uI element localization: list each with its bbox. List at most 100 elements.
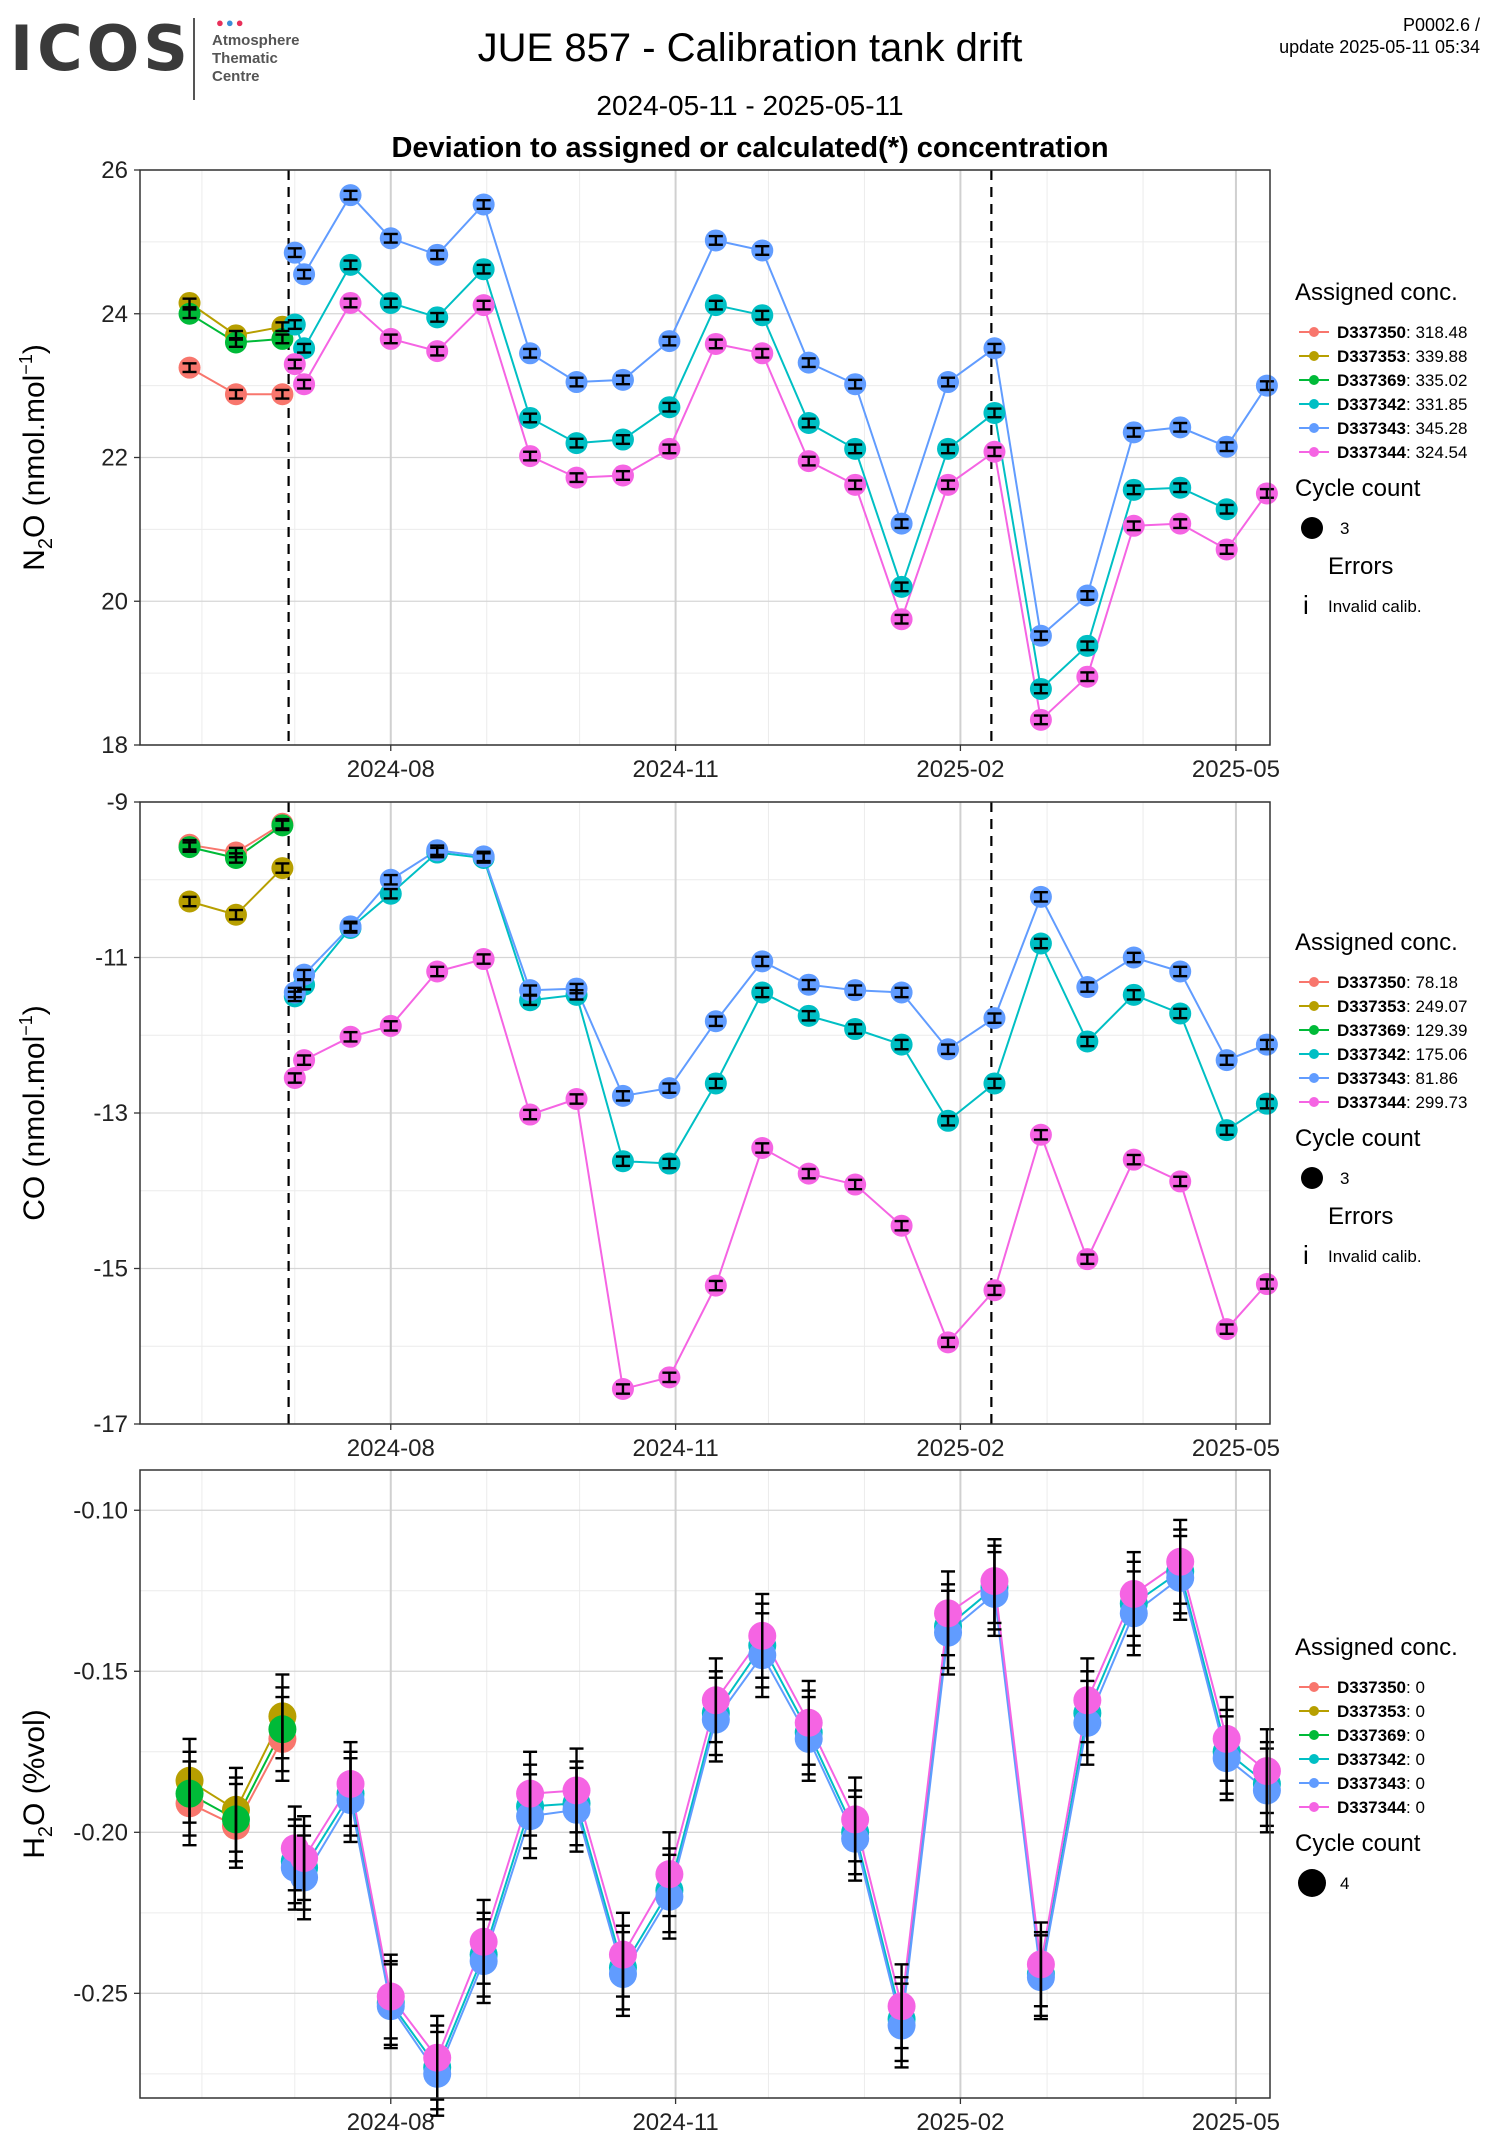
error-bar-D337343 (1219, 441, 1234, 453)
error-bar-D337353 (275, 321, 290, 333)
error-bar-D337344 (523, 450, 538, 462)
error-bar-D337342 (383, 887, 398, 900)
error-bar-D337343 (1033, 630, 1048, 642)
legend-item-D337344: D337344: 299.73 (1337, 1093, 1467, 1112)
legend-item-D337342: D337342: 0 (1337, 1750, 1425, 1769)
x-tick-label: 2025-02 (916, 756, 1004, 783)
error-bar-D337342 (662, 401, 677, 413)
error-bar-D337369 (228, 852, 243, 864)
error-bar-D337350 (228, 388, 243, 400)
co-panel: -17 -15 -13 -11 -9 2024-08 2024-11 2025-02 2025-… (16, 789, 1280, 1462)
legend-item-D337343: D337343: 0 (1337, 1774, 1425, 1793)
logo-line-2: Thematic (212, 50, 278, 67)
logo-dots-icon: ●●● (216, 15, 246, 30)
error-bar-D337353 (228, 908, 243, 921)
error-bar-D337343 (848, 378, 863, 390)
error-bar-D337343 (569, 376, 584, 388)
error-bar-D337344 (297, 378, 312, 390)
error-bar-D337344 (569, 1747, 584, 1834)
legend-title: Assigned conc. (1295, 1634, 1458, 1661)
x-tick-label: 2025-05 (1192, 756, 1280, 783)
y-tick-label: 18 (101, 732, 128, 759)
series-line-D337342 (294, 851, 1268, 1165)
error-bar-D337344 (430, 345, 445, 357)
n2o-panel: 18 20 22 24 26 2024-08 2024-11 2025-02 2025-05 N2… (16, 157, 1280, 783)
error-bar-D337343 (708, 234, 723, 246)
x-tick-label: 2024-08 (347, 2109, 435, 2136)
legend-item-D337344: D337344: 324.54 (1337, 443, 1467, 462)
series-line-D337344 (293, 957, 1268, 1391)
legend-title: Assigned conc. (1295, 279, 1458, 306)
x-tick-label: 2025-02 (916, 1435, 1004, 1462)
error-bar-D337344 (848, 1776, 863, 1863)
error-bar-D337342 (894, 581, 909, 593)
error-bar-D337344 (848, 479, 863, 491)
error-bar-D337344 (1173, 1175, 1188, 1188)
error-bar-D337344 (894, 1219, 909, 1232)
x-tick-label: 2025-05 (1192, 2109, 1280, 2136)
legend-error-icon: i (1303, 1240, 1309, 1270)
error-bar-D337369 (275, 1686, 290, 1773)
x-tick-label: 2024-11 (632, 756, 718, 783)
error-bar-D337344 (755, 347, 770, 359)
error-bar-D337344 (1259, 1728, 1274, 1815)
error-bar-D337342 (615, 1155, 630, 1168)
error-bar-D337344 (615, 1911, 630, 1998)
error-bar-D337353 (275, 862, 290, 874)
error-bar-D337343 (523, 347, 538, 359)
error-bar-D337343 (1259, 1038, 1274, 1051)
error-bar-D337343 (801, 357, 816, 369)
error-bar-D337350 (182, 362, 197, 374)
error-bar-D337344 (523, 1750, 538, 1837)
error-bar-D337343 (801, 978, 816, 991)
error-bar-D337344 (1080, 1253, 1095, 1266)
y-axis-label: H2O (%vol) (18, 1709, 57, 1858)
panel-border (139, 801, 1271, 1425)
legend-dot-D337353 (1309, 351, 1319, 361)
error-bar-D337369 (228, 336, 243, 349)
error-bar-D337344 (708, 1657, 723, 1744)
error-bar-D337369 (182, 308, 197, 320)
update-timestamp: update 2025-05-11 05:34 (1279, 37, 1480, 57)
error-bar-D337344 (941, 1570, 956, 1657)
legend-item-D337353: D337353: 249.07 (1337, 997, 1467, 1016)
error-bar-D337342 (569, 437, 584, 449)
error-bar-D337344 (287, 1805, 302, 1892)
legend-item-D337369: D337369: 335.02 (1337, 371, 1467, 390)
error-bar-D337343 (1126, 951, 1141, 964)
y-tick-label: -15 (93, 1256, 128, 1283)
legend-cycle-dot (1301, 517, 1323, 539)
error-bar-D337344 (987, 1284, 1002, 1297)
h2o-panel: -0.25 -0.20 -0.15 -0.10 2024-08 2024-11 2025-0… (18, 1469, 1281, 2136)
error-bar-D337344 (1219, 1695, 1234, 1782)
error-bar-D337342 (848, 443, 863, 455)
error-bar-D337344 (1033, 714, 1048, 726)
error-bar-D337344 (476, 1898, 491, 1985)
error-bar-D337343 (708, 1015, 723, 1028)
error-bar-D337344 (987, 446, 1002, 458)
legend-cycle-value: 3 (1340, 1169, 1349, 1188)
y-tick-label: 20 (101, 588, 128, 615)
legend-dot-D337353 (1309, 1706, 1319, 1716)
error-bar-D337343 (297, 268, 312, 280)
legend-dot-D337353 (1309, 1001, 1319, 1011)
legend-dot-D337344 (1309, 447, 1319, 457)
y-tick-label: -0.25 (73, 1980, 128, 2007)
error-bar-D337343 (894, 986, 909, 999)
error-bar-D337343 (662, 1082, 677, 1094)
error-bar-D337342 (615, 434, 630, 446)
chart-subtitle: Deviation to assigned or calculated(*) c… (391, 132, 1109, 164)
error-bar-D337342 (987, 1077, 1002, 1090)
error-bar-D337344 (1259, 487, 1274, 499)
error-bar-D337343 (287, 247, 302, 259)
x-tick-label: 2025-05 (1192, 1435, 1280, 1462)
page-title: JUE 857 - Calibration tank drift (477, 26, 1023, 70)
error-bar-D337344 (941, 1336, 956, 1349)
icos-logo: ICOS (10, 12, 192, 85)
error-bar-D337344 (1219, 543, 1234, 556)
y-tick-label: -13 (93, 1100, 128, 1127)
legend-item-D337350: D337350: 0 (1337, 1678, 1425, 1697)
error-bar-D337344 (523, 1108, 538, 1121)
legend-item-D337369: D337369: 0 (1337, 1726, 1425, 1745)
